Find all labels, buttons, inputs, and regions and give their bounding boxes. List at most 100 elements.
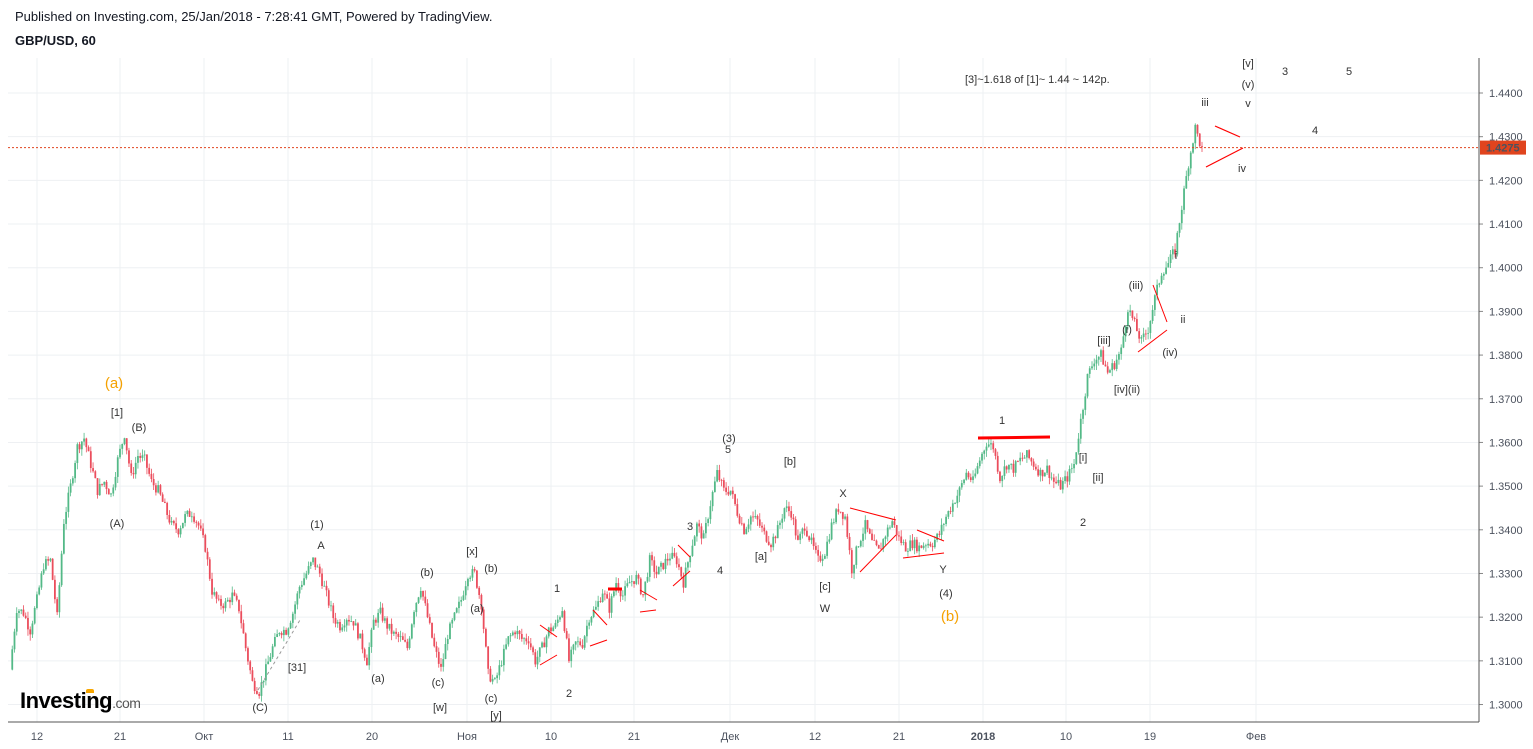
candle-up: [345, 619, 348, 626]
candle-down: [529, 643, 532, 648]
candle-up: [505, 644, 508, 649]
candle-up: [597, 601, 600, 607]
candle-down: [1048, 465, 1051, 478]
candle-down: [1037, 469, 1040, 476]
candle-up: [350, 621, 353, 623]
candle-up: [974, 473, 977, 477]
annotation-line: [592, 609, 608, 626]
candle-up: [1064, 476, 1066, 482]
candle-up: [1057, 479, 1060, 484]
candle-up: [260, 682, 263, 696]
candle-down: [525, 638, 528, 642]
candle-up: [271, 646, 274, 658]
candle-down: [401, 636, 404, 640]
candle-down: [29, 629, 32, 635]
candle-up: [541, 642, 543, 648]
candle-up: [507, 636, 510, 645]
candle-down: [428, 617, 431, 623]
candle-up: [684, 567, 687, 588]
candle-down: [619, 590, 622, 597]
candle-up: [13, 631, 16, 650]
candle-down: [325, 585, 328, 591]
candle-down: [238, 599, 240, 612]
candle-down: [722, 480, 725, 488]
candle-up: [862, 533, 864, 541]
candle-up: [945, 516, 947, 524]
candle-down: [87, 447, 90, 452]
candle-down: [381, 607, 384, 621]
candle-up: [1077, 438, 1080, 453]
candle-down: [752, 516, 754, 518]
candle-down: [202, 528, 204, 536]
candle-up: [496, 675, 499, 679]
x-tick-label: Окт: [195, 731, 214, 743]
candle-down: [128, 450, 130, 464]
candle-down: [258, 693, 261, 696]
candle-up: [269, 657, 272, 662]
candle-down: [146, 454, 148, 468]
candle-up: [1093, 363, 1096, 367]
candle-down: [718, 470, 721, 481]
candle-up: [1189, 152, 1192, 169]
candle-down: [395, 631, 398, 634]
candle-up: [583, 636, 586, 648]
candle-down: [603, 593, 606, 595]
candle-down: [1032, 461, 1035, 467]
candle-down: [256, 691, 258, 694]
candle-down: [431, 622, 433, 638]
candle-up: [303, 578, 305, 585]
candle-up: [704, 523, 707, 534]
candle-down: [653, 560, 656, 572]
annotation-line: [539, 624, 558, 638]
candle-down: [788, 506, 790, 512]
y-tick-label: 1.3100: [1489, 656, 1523, 668]
candle-up: [749, 516, 752, 525]
candle-up: [179, 528, 182, 535]
candle-up: [635, 574, 638, 584]
candle-down: [1144, 333, 1147, 335]
logo-suffix: .com: [112, 695, 141, 711]
candle-up: [1079, 418, 1082, 439]
candle-up: [783, 508, 786, 519]
candle-up: [36, 594, 38, 609]
candle-down: [518, 630, 521, 634]
candle-up: [523, 638, 525, 640]
candle-down: [375, 619, 377, 623]
candle-down: [1066, 476, 1069, 482]
candle-down: [651, 555, 653, 561]
candle-down: [208, 559, 211, 579]
candle-up: [38, 587, 41, 595]
candle-up: [1162, 273, 1165, 276]
candle-down: [774, 536, 777, 539]
candle-down: [839, 511, 842, 513]
candle-down: [489, 668, 492, 682]
candle-down: [806, 530, 808, 537]
candle-up: [990, 443, 992, 445]
candle-down: [1138, 331, 1141, 339]
candle-down: [105, 481, 108, 490]
candle-down: [756, 516, 759, 520]
candle-down: [366, 657, 368, 666]
candle-up: [601, 593, 604, 602]
candle-down: [125, 438, 128, 451]
candle-up: [552, 627, 555, 632]
candle-up: [262, 680, 265, 683]
wave-label: [iii]: [1097, 335, 1110, 347]
candle-up: [31, 623, 34, 635]
candle-up: [821, 558, 824, 561]
candle-down: [738, 515, 741, 524]
annotation-line: [677, 544, 691, 558]
candle-down: [720, 480, 723, 481]
candle-up: [1100, 350, 1102, 357]
candle-down: [1052, 477, 1055, 482]
candle-up: [446, 639, 449, 645]
candle-up: [1046, 465, 1049, 473]
candle-down: [285, 629, 288, 635]
candle-up: [918, 545, 921, 552]
candle-down: [1113, 363, 1116, 369]
candle-down: [534, 652, 537, 665]
candle-up: [143, 454, 146, 456]
candle-up: [1183, 188, 1185, 210]
candle-down: [217, 598, 220, 600]
